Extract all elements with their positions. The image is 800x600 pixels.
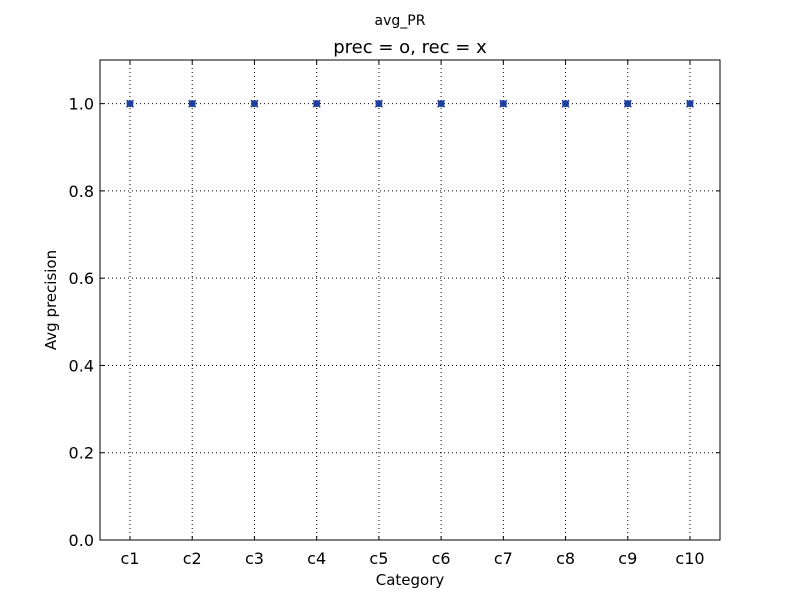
recall-point	[312, 99, 321, 108]
x-tick-label: c2	[183, 549, 202, 568]
recall-point	[561, 99, 570, 108]
x-tick-label: c6	[432, 549, 451, 568]
recall-point-stroke	[685, 99, 695, 108]
recall-point	[374, 99, 383, 108]
recall-point	[250, 99, 259, 108]
recall-point-stroke	[125, 99, 135, 108]
recall-point-stroke	[561, 99, 570, 108]
y-tick-label: 0.4	[69, 356, 94, 375]
axis-ticks: 0.0 0.2 0.4 0.6 0.8 1.0 c1 c2 c3 c4 c5 c6 c7 c8 c9 c10	[69, 60, 720, 568]
grid-lines	[100, 60, 720, 540]
recall-point	[437, 99, 446, 108]
x-axis-label: Category	[376, 571, 445, 589]
recall-point	[685, 99, 695, 108]
recall-point-stroke	[374, 99, 383, 108]
x-tick-label: c1	[121, 549, 140, 568]
y-tick-label: 0.8	[69, 182, 94, 201]
y-tick-label: 0.6	[69, 269, 94, 288]
x-tick-label: c10	[675, 549, 704, 568]
chart-title: prec = o, rec = x	[333, 37, 487, 58]
x-tick-label: c7	[494, 549, 513, 568]
recall-point-stroke	[623, 99, 632, 108]
recall-point-stroke	[312, 99, 321, 108]
data-points	[125, 99, 695, 108]
y-axis-label: Avg precision	[42, 250, 60, 350]
recall-point	[499, 99, 508, 108]
x-tick-label: c5	[369, 549, 388, 568]
recall-point-stroke	[437, 99, 446, 108]
recall-point-stroke	[499, 99, 508, 108]
recall-point	[125, 99, 135, 108]
y-tick-label: 0.0	[69, 531, 94, 550]
y-tick-label: 1.0	[69, 95, 94, 114]
y-tick-label: 0.2	[69, 444, 94, 463]
recall-point	[623, 99, 632, 108]
recall-point	[188, 99, 197, 108]
recall-point-stroke	[250, 99, 259, 108]
x-tick-label: c3	[245, 549, 264, 568]
recall-point-stroke	[188, 99, 197, 108]
x-tick-label: c8	[556, 549, 575, 568]
x-tick-label: c9	[618, 549, 637, 568]
plot-area-frame	[99, 59, 721, 541]
x-tick-label: c4	[307, 549, 326, 568]
window-title: avg_PR	[375, 13, 426, 29]
